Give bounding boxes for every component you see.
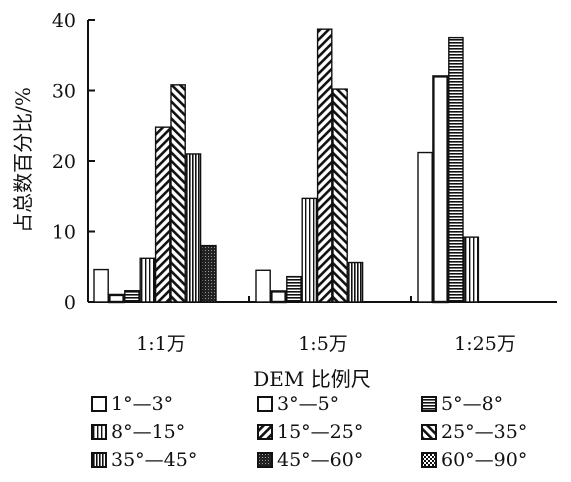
y-tick-label: 0 (64, 292, 76, 314)
x-axis-label: DEM 比例尺 (253, 367, 370, 391)
x-tick-labels: 1:1万 1:5万 1:25万 (136, 296, 516, 355)
legend-label: 35°—45° (111, 449, 197, 471)
legend-label: 3°—5° (277, 393, 339, 415)
bar (417, 151, 433, 303)
legend-label: 15°—25° (277, 421, 363, 443)
y-axis-label: 占总数百分比/% (11, 87, 35, 233)
legend-swatch (257, 452, 273, 468)
bar (332, 88, 348, 303)
bars (93, 28, 480, 304)
bar (286, 275, 302, 303)
y-tick-labels: 0 10 20 30 40 (52, 10, 95, 314)
bar (154, 126, 171, 303)
bar (185, 153, 202, 303)
bar (463, 236, 480, 303)
y-tick-label: 40 (52, 10, 76, 32)
legend-label: 45°—60° (277, 449, 363, 471)
bar (270, 290, 287, 304)
legend-swatch (257, 396, 273, 412)
category-label: 1:1万 (136, 333, 186, 355)
category-label: 1:5万 (298, 333, 348, 355)
bar (347, 261, 364, 303)
legend: 1°—3° 3°—5° 5°—8° 8°—15° 15°—25° 25°—35° 35°—4… (91, 393, 527, 471)
bar (124, 290, 140, 303)
legend-label: 5°—8° (441, 393, 503, 415)
bar (201, 244, 217, 303)
bar (316, 28, 333, 303)
bar (301, 197, 318, 303)
legend-swatch (421, 396, 437, 412)
bar (255, 269, 271, 303)
legend-label: 1°—3° (111, 393, 173, 415)
legend-swatch (421, 424, 437, 440)
bar (432, 75, 449, 304)
legend-swatch (91, 452, 107, 468)
y-tick-label: 30 (52, 81, 76, 103)
bar (170, 84, 186, 303)
legend-swatch (421, 452, 437, 468)
y-tick-label: 20 (52, 151, 76, 173)
legend-swatch (91, 424, 107, 440)
legend-label: 8°—15° (111, 421, 185, 443)
category-label: 1:25万 (454, 333, 516, 355)
bar (108, 293, 125, 304)
legend-swatch (91, 396, 107, 412)
y-tick-label: 10 (52, 222, 76, 244)
bar (448, 36, 464, 303)
legend-swatch (257, 424, 273, 440)
legend-label: 60°—90° (441, 449, 527, 471)
bar (93, 268, 109, 303)
bar (139, 257, 156, 303)
legend-label: 25°—35° (441, 421, 527, 443)
